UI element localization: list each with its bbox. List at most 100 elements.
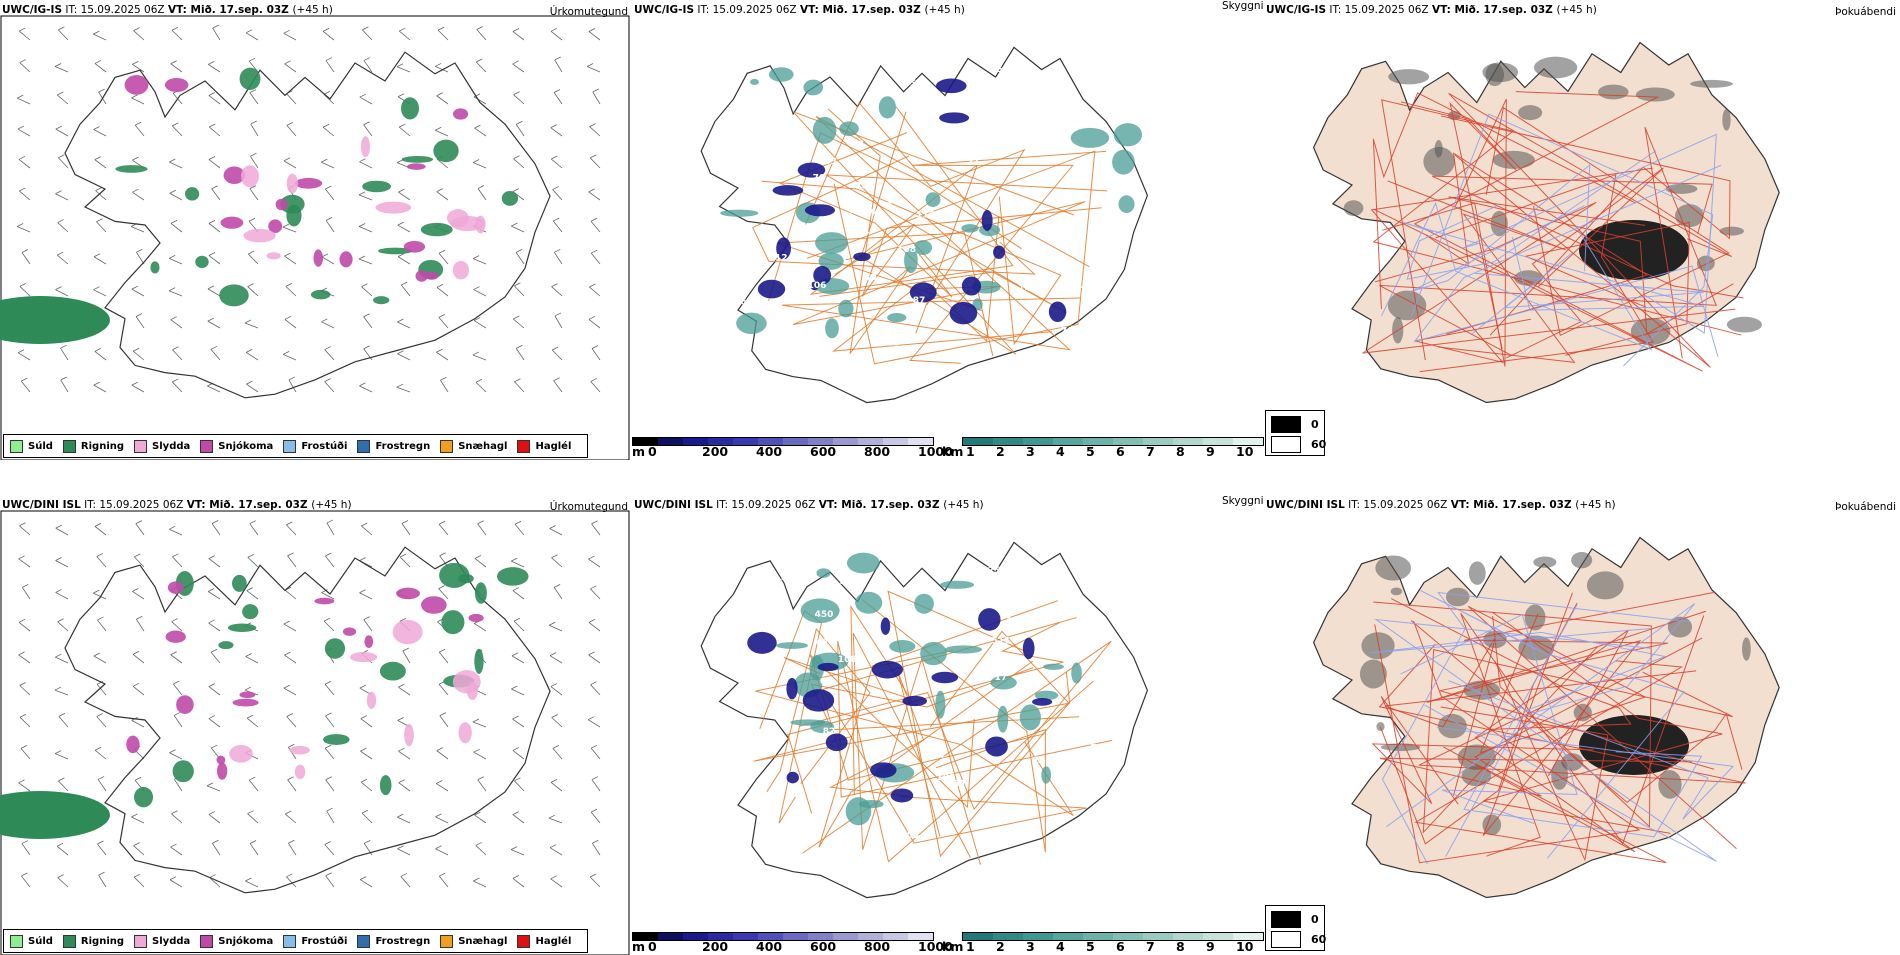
wind-barb-flag	[19, 282, 27, 287]
wind-barb	[96, 556, 107, 568]
wind-barb-flag	[17, 349, 25, 354]
ceiling-tick: 1000	[918, 444, 953, 459]
ceiling-value-label: 105	[881, 339, 900, 349]
vt-label: VT:	[818, 499, 842, 511]
wind-barb	[477, 523, 487, 536]
fog-shade	[1518, 105, 1543, 121]
wind-barb-flag	[590, 154, 597, 159]
rain-area	[439, 562, 470, 588]
snow-area	[275, 198, 288, 211]
wind-barb	[249, 188, 259, 201]
ceiling-area	[871, 660, 904, 679]
wind-barb-flag	[19, 59, 26, 63]
wind-barb	[57, 94, 69, 105]
wind-barb	[554, 59, 563, 73]
wind-barb-flag	[473, 93, 481, 98]
wind-barb-flag	[325, 217, 333, 221]
wind-barb	[513, 620, 525, 632]
wind-barb	[477, 779, 487, 792]
it-value: 15.09.2025 06Z	[1344, 4, 1432, 16]
wind-barb-flag	[512, 715, 519, 720]
sleet-area	[404, 723, 414, 747]
road-line	[822, 617, 1087, 844]
wind-barb	[170, 223, 183, 233]
sleet-area	[240, 165, 259, 188]
wind-barb-flag	[171, 26, 179, 31]
wind-barb	[208, 223, 221, 233]
it-value: 15.09.2025 06Z	[80, 4, 168, 16]
ceiling-value-label: 14	[918, 809, 931, 819]
wind-barb	[397, 321, 411, 329]
wind-barb	[551, 158, 563, 169]
wind-barb	[21, 587, 31, 600]
legend-label: Rigning	[80, 440, 125, 452]
wind-barb-flag	[550, 875, 557, 880]
visibility-unit: km	[942, 444, 964, 459]
wind-barb	[250, 156, 259, 169]
ceiling-value-label: 82	[892, 351, 905, 361]
wind-barb-flag	[19, 682, 26, 686]
ceiling-color-step	[708, 933, 733, 940]
wind-barb-flag	[436, 92, 443, 97]
wind-barb	[550, 878, 563, 888]
wind-barb-flag	[171, 810, 178, 815]
wind-barb-flag	[169, 158, 176, 163]
wind-barb-flag	[359, 93, 366, 98]
wind-barb	[397, 848, 411, 856]
fog-legend: 0 60	[1265, 905, 1326, 951]
visibility-tick: 5	[1086, 444, 1095, 459]
visibility-color-step	[1113, 933, 1143, 940]
wind-barb	[246, 717, 259, 728]
visibility-tick: 2	[996, 444, 1005, 459]
wind-barb	[170, 319, 183, 329]
wind-barb	[208, 126, 221, 137]
sleet-area	[286, 173, 299, 194]
wind-barb-flag	[96, 218, 103, 223]
road-line	[1379, 126, 1717, 359]
wind-barb	[511, 688, 525, 696]
wind-barb	[169, 879, 183, 888]
wind-barb-flag	[131, 381, 138, 386]
panel-header: UWC/DINI ISL IT: 15.09.2025 06Z VT: Mið.…	[2, 499, 352, 511]
ceiling-area	[817, 662, 839, 672]
it-label: IT:	[84, 499, 100, 511]
wind-barb-flag	[249, 520, 256, 525]
wind-barb	[473, 289, 487, 297]
ceiling-value-label: 85	[1064, 779, 1077, 789]
fog-shade	[1561, 753, 1584, 771]
it-label: IT:	[716, 499, 732, 511]
wind-barb-flag	[324, 378, 331, 382]
wind-barb	[512, 63, 525, 73]
road-line	[1386, 603, 1695, 857]
wind-barb	[283, 623, 297, 632]
wind-barb	[96, 683, 107, 696]
visibility-tick: 7	[1146, 444, 1155, 459]
road-line	[1440, 115, 1731, 336]
wind-barb-flag	[283, 29, 290, 34]
ceiling-value-label: 70	[1080, 286, 1093, 296]
snow-area	[165, 630, 186, 643]
rain-area	[279, 194, 305, 214]
ceiling-area	[949, 301, 978, 325]
wind-barb-flag	[286, 121, 294, 126]
legend-label: Snæhagl	[458, 440, 508, 452]
road-line	[1400, 101, 1517, 350]
wind-barb	[588, 319, 601, 329]
wind-barb-flag	[21, 377, 28, 382]
visibility-color-step	[1173, 933, 1203, 940]
wind-barb-flag	[473, 877, 480, 882]
wind-barb-flag	[363, 121, 370, 126]
model-name: UWC/IG-IS	[1266, 4, 1327, 16]
wind-barb	[588, 622, 601, 632]
wind-barb	[17, 352, 31, 361]
wind-barb-flag	[588, 555, 595, 560]
road-line	[1485, 106, 1730, 337]
visibility-area	[736, 312, 767, 335]
visibility-area	[845, 797, 872, 826]
wind-barb-flag	[286, 713, 293, 717]
wind-barb-flag	[438, 249, 446, 254]
wind-barb-flag	[211, 185, 218, 190]
wind-barb	[169, 161, 183, 169]
wind-barb	[591, 779, 601, 792]
wind-barb-flag	[362, 26, 369, 31]
